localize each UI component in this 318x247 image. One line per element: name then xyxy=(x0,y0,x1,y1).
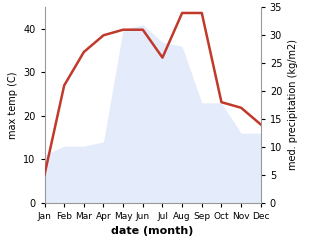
Y-axis label: max temp (C): max temp (C) xyxy=(8,71,17,139)
Y-axis label: med. precipitation (kg/m2): med. precipitation (kg/m2) xyxy=(288,40,298,170)
X-axis label: date (month): date (month) xyxy=(111,226,194,236)
